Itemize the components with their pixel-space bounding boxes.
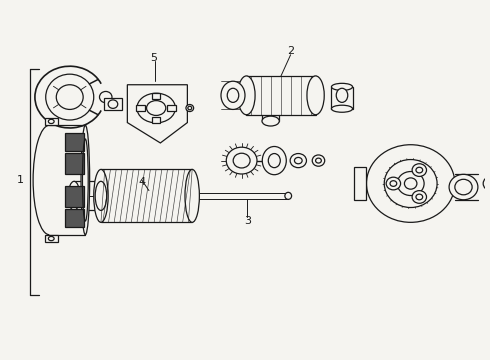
- Text: 5: 5: [150, 53, 157, 63]
- Bar: [45, 118, 58, 125]
- Ellipse shape: [68, 181, 80, 211]
- Ellipse shape: [307, 76, 324, 115]
- Ellipse shape: [416, 167, 423, 173]
- Bar: [167, 105, 176, 111]
- Ellipse shape: [285, 192, 292, 199]
- Bar: [65, 133, 84, 150]
- Ellipse shape: [331, 105, 353, 112]
- Text: 3: 3: [244, 216, 251, 226]
- Bar: [137, 105, 145, 111]
- Ellipse shape: [81, 125, 90, 235]
- Bar: [104, 98, 122, 111]
- Ellipse shape: [316, 158, 321, 163]
- Ellipse shape: [412, 191, 426, 203]
- Ellipse shape: [188, 106, 192, 110]
- Ellipse shape: [137, 93, 175, 123]
- Bar: [246, 76, 316, 115]
- Bar: [65, 210, 84, 227]
- Text: 1: 1: [17, 175, 24, 185]
- Ellipse shape: [449, 174, 478, 200]
- Ellipse shape: [238, 76, 255, 115]
- Ellipse shape: [384, 159, 437, 207]
- Ellipse shape: [416, 194, 423, 200]
- Ellipse shape: [312, 155, 325, 166]
- Bar: [65, 186, 84, 207]
- Ellipse shape: [367, 145, 455, 222]
- Ellipse shape: [226, 147, 257, 174]
- Bar: [354, 167, 367, 201]
- Ellipse shape: [269, 153, 280, 168]
- Ellipse shape: [488, 180, 490, 187]
- Ellipse shape: [483, 176, 490, 190]
- Ellipse shape: [262, 116, 279, 126]
- Text: 4: 4: [138, 177, 146, 187]
- Ellipse shape: [290, 153, 306, 168]
- Ellipse shape: [221, 81, 245, 109]
- Ellipse shape: [331, 83, 353, 90]
- Ellipse shape: [147, 101, 166, 116]
- Ellipse shape: [95, 181, 107, 211]
- Ellipse shape: [336, 88, 348, 102]
- Bar: [331, 87, 353, 109]
- Ellipse shape: [99, 91, 112, 103]
- Ellipse shape: [185, 170, 199, 222]
- Ellipse shape: [404, 178, 417, 189]
- Ellipse shape: [94, 170, 108, 222]
- Ellipse shape: [294, 157, 302, 164]
- Ellipse shape: [390, 181, 397, 186]
- Ellipse shape: [455, 179, 472, 195]
- Ellipse shape: [227, 88, 239, 102]
- Ellipse shape: [412, 164, 426, 176]
- Ellipse shape: [397, 171, 424, 195]
- Text: 2: 2: [287, 46, 294, 56]
- Bar: [152, 117, 161, 123]
- Ellipse shape: [262, 147, 286, 175]
- Ellipse shape: [233, 153, 250, 168]
- Bar: [65, 153, 84, 174]
- Polygon shape: [127, 85, 187, 143]
- Ellipse shape: [186, 104, 194, 112]
- Bar: [45, 235, 58, 242]
- Ellipse shape: [386, 177, 401, 190]
- Bar: [152, 93, 161, 99]
